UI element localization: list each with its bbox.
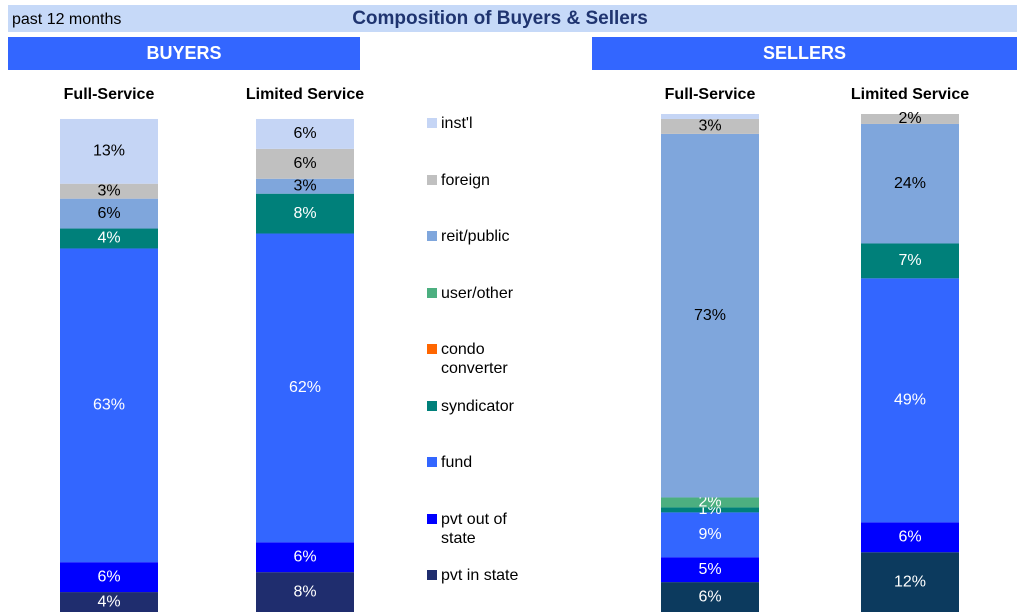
value-label: 12% xyxy=(894,573,926,590)
bar-segment xyxy=(60,118,158,184)
bar-segment xyxy=(256,572,354,612)
value-label: 4% xyxy=(97,230,120,247)
legend-swatch xyxy=(427,570,437,580)
bar-segment xyxy=(861,123,959,244)
category-label: Full-Service xyxy=(64,86,155,103)
bar-segment xyxy=(256,148,354,179)
legend-label: user/other xyxy=(441,284,514,302)
value-label: 3% xyxy=(698,118,721,135)
bar-segment xyxy=(661,557,759,583)
value-label: 8% xyxy=(293,205,316,222)
bar-segment xyxy=(60,562,158,593)
legend-swatch xyxy=(427,400,437,411)
value-label: 62% xyxy=(289,379,321,396)
value-label: 6% xyxy=(698,588,721,605)
legend-swatch xyxy=(427,174,437,185)
value-label: 6% xyxy=(898,529,921,546)
bar-segment xyxy=(60,198,158,229)
value-label: 8% xyxy=(293,583,316,600)
legend-swatch xyxy=(427,457,437,467)
bar-segment xyxy=(861,522,959,553)
bar-segment xyxy=(60,592,158,612)
bar-segment xyxy=(256,193,354,234)
value-label: 2% xyxy=(898,110,921,127)
bar-segment xyxy=(661,497,759,508)
bar-segment xyxy=(861,552,959,612)
legend-swatch xyxy=(427,513,437,524)
bar-segment xyxy=(256,233,354,543)
value-label: 6% xyxy=(97,568,120,585)
panel-title: SELLERS xyxy=(763,43,846,63)
legend-swatch xyxy=(427,118,437,128)
legend-label: pvt in state xyxy=(441,567,519,584)
legend-label: inst'l xyxy=(441,115,473,132)
header-note: past 12 months xyxy=(12,11,121,28)
bar-segment xyxy=(661,512,759,558)
value-label: 4% xyxy=(97,593,120,610)
value-label: 13% xyxy=(93,143,125,160)
bar-segment xyxy=(60,228,158,249)
legend-label: fund xyxy=(441,454,473,471)
category-label: Limited Service xyxy=(851,86,969,103)
category-label: Full-Service xyxy=(665,86,756,103)
bar-segment xyxy=(60,183,158,199)
panel-title: BUYERS xyxy=(146,43,221,63)
legend-label: reit/public xyxy=(441,228,510,245)
bar-segment xyxy=(256,178,354,194)
legend-label: foreign xyxy=(441,171,490,189)
bar-segment xyxy=(661,118,759,134)
value-label: 6% xyxy=(293,125,316,142)
bar-segment xyxy=(256,118,354,149)
value-label: 3% xyxy=(293,177,316,194)
bar-segment xyxy=(60,248,158,563)
header-band xyxy=(8,5,1017,32)
bar-segment xyxy=(661,582,759,612)
value-label: 5% xyxy=(698,561,721,578)
value-label: 73% xyxy=(694,307,726,324)
legend-swatch xyxy=(427,231,437,241)
bar-segment xyxy=(661,507,759,513)
legend-swatch xyxy=(427,344,437,354)
value-label: 9% xyxy=(698,526,721,543)
bar-segment xyxy=(661,114,759,119)
value-label: 6% xyxy=(293,155,316,172)
value-label: 49% xyxy=(894,392,926,409)
panel-header xyxy=(592,37,1017,70)
chart-title: Composition of Buyers & Sellers xyxy=(352,8,648,29)
category-label: Limited Service xyxy=(246,86,364,103)
value-label: 2% xyxy=(698,494,721,511)
value-label: 7% xyxy=(898,252,921,269)
legend-label: condo converter xyxy=(441,341,508,377)
legend-label: pvt out of state xyxy=(441,510,507,547)
value-label: 6% xyxy=(97,205,120,222)
bar-segment xyxy=(861,114,959,124)
legend-label: syndicator xyxy=(441,397,514,415)
legend-swatch xyxy=(427,287,437,298)
value-label: 6% xyxy=(293,548,316,565)
bar-segment xyxy=(661,133,759,498)
bar-segment xyxy=(256,542,354,573)
bar-segment xyxy=(861,278,959,523)
value-label: 24% xyxy=(894,175,926,192)
value-label: 3% xyxy=(97,182,120,199)
panel-header xyxy=(8,37,360,70)
bar-segment xyxy=(861,243,959,279)
value-label: 63% xyxy=(93,397,125,414)
